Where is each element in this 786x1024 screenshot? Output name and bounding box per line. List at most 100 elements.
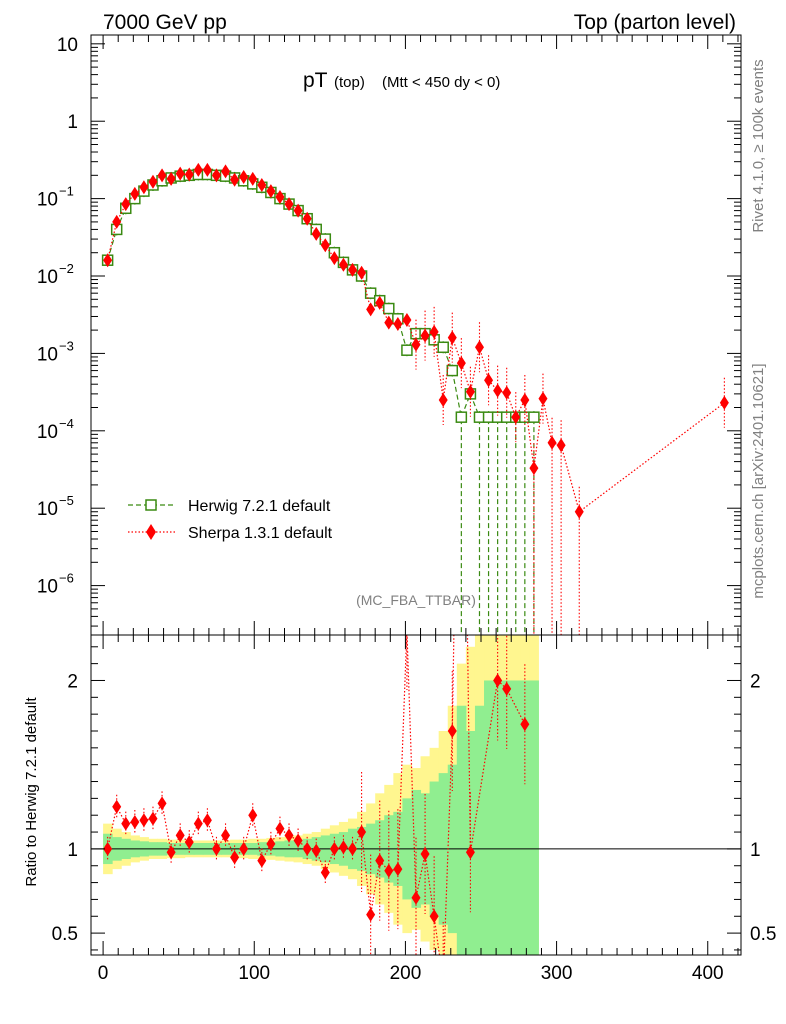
ratio-sherpa-point [429,909,439,924]
herwig-point [364,287,377,299]
ratio-sherpa-point [348,841,358,856]
ratio-sherpa-point [166,845,176,860]
ratio-sherpa-point [493,673,503,688]
x-tick-label: 0 [98,963,109,984]
y-tick-exponent: −1 [59,184,74,199]
ratio-sherpa-point [175,828,185,843]
y-tick-label-main: 10 −6 [37,571,74,598]
sherpa-point [130,186,140,201]
inner-band-segment [474,705,485,955]
legend-entry-sherpa: Sherpa 1.3.1 default [128,524,333,542]
ratio-sherpa-point [375,853,385,868]
legend-sherpa-marker [146,524,156,540]
sherpa-point [420,328,430,343]
y-tick-exponent: −3 [59,338,74,353]
ratio-sherpa-point [266,836,276,851]
ratio-y-tick-label: 2 [67,671,78,692]
sherpa-point [484,373,494,388]
sherpa-point [493,383,503,398]
ratio-y-tick-label-right: 2 [750,671,761,692]
ratio-sherpa-point [184,835,194,850]
ratio-frame [90,634,742,956]
ratio-sherpa-point [439,975,448,989]
ratio-sherpa-point [293,833,303,848]
plot-title: pT (top) (Mtt < 450 dy < 0) [303,69,500,92]
ratio-axis-label: Ratio to Herwig 7.2.1 default [23,697,40,887]
y-tick-base: 10 [57,35,78,56]
sherpa-point [384,315,394,330]
y-tick-label-main: 10 −1 [37,184,74,211]
herwig-point [528,411,540,423]
sherpa-point [239,170,249,185]
x-tick-label: 200 [390,963,422,984]
y-tick-label-main: 10 −3 [37,338,74,365]
sherpa-point [375,295,385,310]
herwig-point [446,364,459,377]
ratio-sherpa-point [465,845,475,860]
legend: Herwig 7.2.1 default Sherpa 1.3.1 defaul… [128,498,333,542]
sherpa-point [311,226,321,241]
sherpa-point [266,184,276,199]
sherpa-point [520,393,530,408]
y-tick-base: 10 [37,422,58,443]
sherpa-point [429,324,439,339]
ratio-sherpa-point [366,907,376,922]
sherpa-point [257,177,267,192]
sherpa-point [184,167,194,182]
ratio-sherpa-point [121,816,131,831]
sherpa-point [538,391,548,406]
ratio-sherpa-point [202,813,212,828]
herwig-point [401,344,413,356]
ratio-plot-area [91,635,741,989]
sherpa-point [193,162,203,177]
sherpa-series [103,162,729,635]
x-tick-label: 100 [238,963,270,984]
ratio-sherpa-point [275,821,285,836]
y-tick-label-main: 10 [57,35,78,56]
sherpa-point [456,356,466,371]
sherpa-point [719,395,729,410]
legend-entry-herwig: Herwig 7.2.1 default [128,498,331,515]
sherpa-point [139,180,149,195]
ratio-sherpa-point [447,724,457,738]
sherpa-point [121,197,131,212]
ratio-sherpa-point [157,796,167,811]
ratio-sherpa-series [103,635,530,989]
ratio-sherpa-point [248,808,258,823]
y-tick-base: 10 [37,577,58,598]
inner-band-segment [484,680,494,955]
ratio-uncertainty-bands [103,635,539,955]
y-tick-base: 10 [37,267,58,288]
y-tick-exponent: −6 [59,571,74,586]
ratio-sherpa-point [103,841,113,856]
y-tick-base: 1 [67,112,78,133]
ratio-sherpa-point [411,890,421,905]
sherpa-point [411,337,421,352]
rivet-version-label: Rivet 4.1.0, ≥ 100k events [750,59,767,232]
y-tick-base: 10 [37,190,58,211]
herwig-point [455,411,468,423]
legend-herwig-marker [145,499,157,511]
inner-band-segment [529,680,539,955]
y-tick-exponent: −4 [59,416,74,431]
header-process: Top (parton level) [574,11,736,34]
ratio-sherpa-point [239,841,249,856]
sherpa-point [556,438,566,453]
title-particle: (top) [334,74,365,91]
sherpa-point [348,262,358,277]
sherpa-point [284,197,294,212]
ratio-sherpa-point [257,853,267,868]
ratio-sherpa-point [130,814,140,829]
sherpa-point [221,164,231,179]
ratio-sherpa-point [284,828,294,843]
ratio-y-tick-label: 0.5 [52,924,78,945]
inner-band-segment [511,680,521,955]
sherpa-point [103,253,113,268]
sherpa-point [275,189,285,204]
ratio-sherpa-point [393,862,403,877]
y-tick-base: 10 [37,499,58,520]
sherpa-point [502,385,512,400]
sherpa-point [293,203,303,218]
